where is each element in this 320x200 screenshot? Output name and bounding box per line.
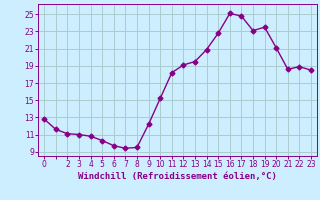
- X-axis label: Windchill (Refroidissement éolien,°C): Windchill (Refroidissement éolien,°C): [78, 172, 277, 181]
